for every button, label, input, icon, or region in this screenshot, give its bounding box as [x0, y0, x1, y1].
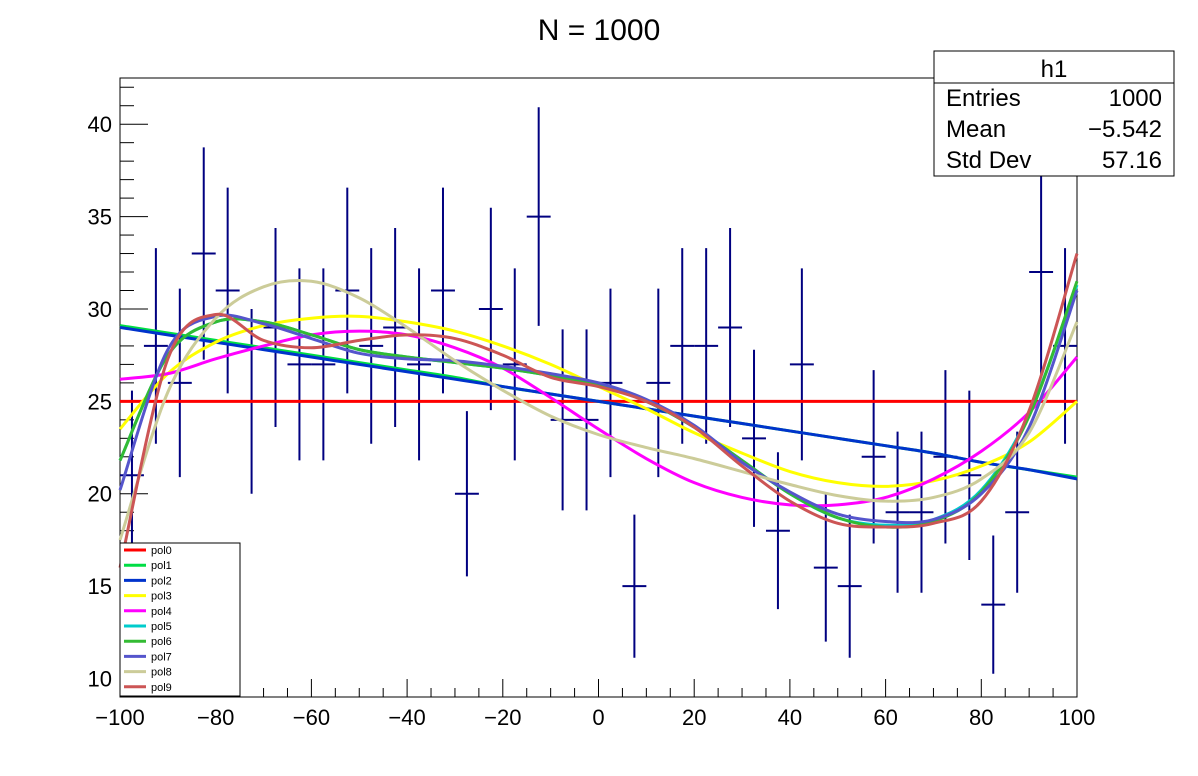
y-tick-label: 20 [88, 482, 112, 507]
legend-label-pol0: pol0 [151, 545, 172, 557]
x-tick-label: 40 [778, 705, 802, 730]
x-tick-label: −100 [95, 705, 145, 730]
legend-label-pol5: pol5 [151, 621, 172, 633]
stats-box-title: h1 [1041, 56, 1068, 83]
y-tick-label: 15 [88, 574, 112, 599]
stats-stddev-label: Std Dev [946, 147, 1031, 174]
stats-entries-label: Entries [946, 85, 1021, 112]
legend-label-pol8: pol8 [151, 667, 172, 679]
fit-curve-pol7 [118, 289, 1079, 525]
stats-mean-value: −5.542 [1088, 116, 1162, 143]
stats-stddev-value: 57.16 [1102, 147, 1162, 174]
fit-curve-pol9 [118, 253, 1079, 568]
x-tick-label: 0 [592, 705, 604, 730]
stats-mean-label: Mean [946, 116, 1006, 143]
y-tick-label: 35 [88, 205, 112, 230]
x-tick-label: −40 [388, 705, 425, 730]
y-tick-label: 25 [88, 389, 112, 414]
legend-label-pol1: pol1 [151, 560, 172, 572]
legend-label-pol6: pol6 [151, 636, 172, 648]
chart-title: N = 1000 [538, 14, 661, 47]
x-tick-label: −80 [197, 705, 234, 730]
x-tick-label: −20 [484, 705, 521, 730]
x-tick-label: 60 [873, 705, 897, 730]
legend-label-pol9: pol9 [151, 682, 172, 694]
fit-curve-pol4 [119, 329, 1079, 508]
x-tick-label: 80 [969, 705, 993, 730]
y-tick-label: 10 [88, 667, 112, 692]
fit-curve-pol8 [118, 278, 1079, 541]
fit-curves [118, 253, 1079, 568]
fit-curve-pol2 [119, 325, 1078, 481]
legend-label-pol3: pol3 [151, 591, 172, 603]
y-tick-label: 40 [88, 112, 112, 137]
x-tick-label: 100 [1059, 705, 1096, 730]
legend: pol0 pol1 pol2 pol3 pol4 pol5 pol6 pol7 pol8 pol9 [119, 542, 241, 697]
stats-box: h1 Entries 1000 Mean −5.542 Std Dev 57.1… [933, 50, 1175, 177]
axes: −100 −80 −60 −40 −20 0 20 40 60 80 100 10 15 20 25 30 35… [88, 86, 1096, 730]
histogram [120, 107, 1077, 674]
y-tick-label: 30 [88, 297, 112, 322]
x-tick-label: −60 [293, 705, 330, 730]
x-tick-label: 20 [682, 705, 706, 730]
fit-curve-pol6 [118, 280, 1079, 529]
legend-label-pol4: pol4 [151, 606, 172, 618]
legend-label-pol7: pol7 [151, 651, 172, 663]
legend-items: pol0 pol1 pol2 pol3 pol4 pol5 pol6 pol7 pol8 pol9 [124, 545, 172, 694]
legend-label-pol2: pol2 [151, 575, 172, 587]
stats-entries-value: 1000 [1109, 85, 1162, 112]
